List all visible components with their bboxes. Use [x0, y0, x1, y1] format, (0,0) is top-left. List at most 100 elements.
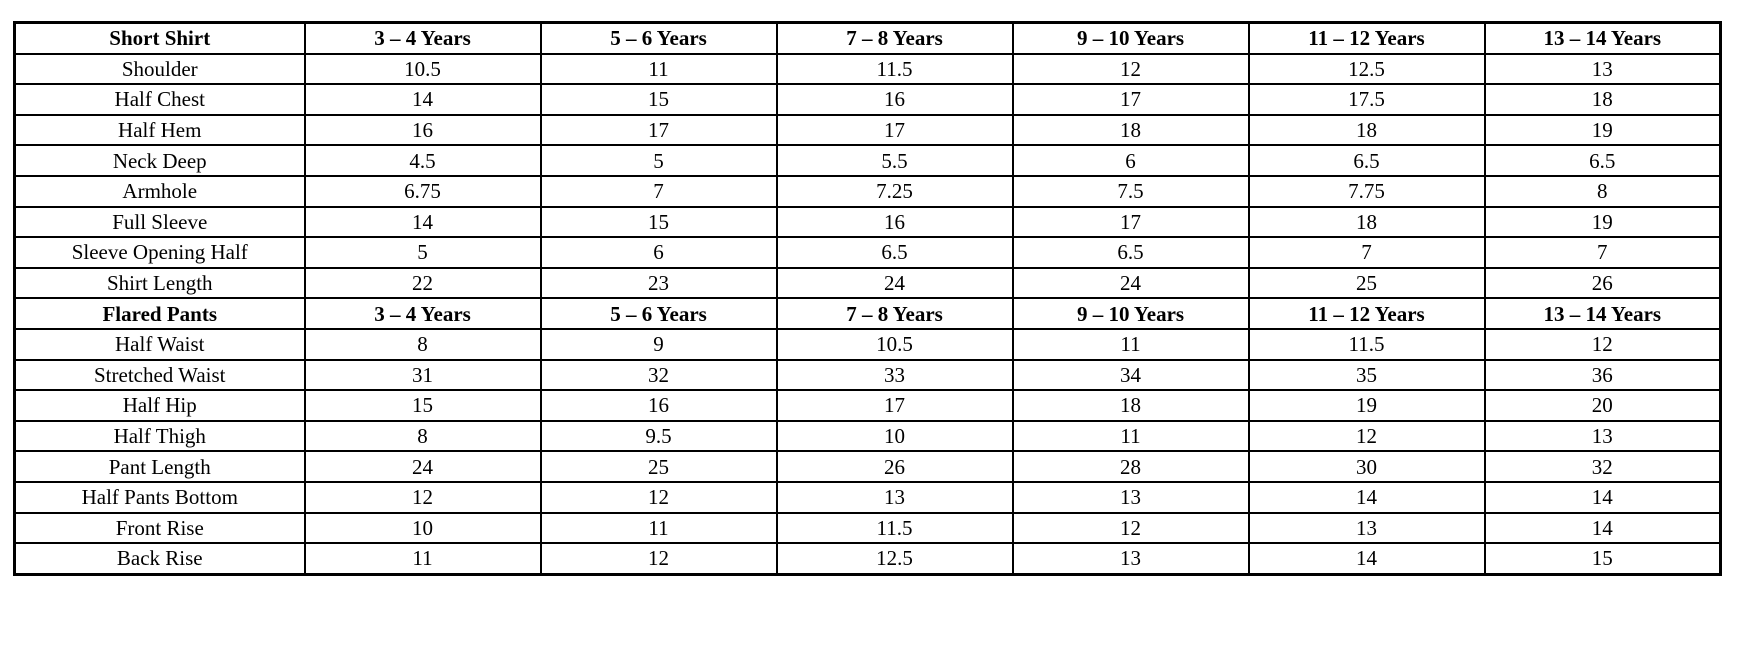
cell: 25: [539, 450, 778, 483]
cell: 34: [1011, 358, 1250, 392]
cell: 6.5: [1247, 144, 1486, 177]
row-label: Pant Length: [13, 450, 306, 483]
row-label: Half Thigh: [13, 419, 306, 453]
cell: 15: [539, 83, 778, 116]
row-label: Armhole: [13, 174, 306, 208]
cell: 16: [775, 83, 1014, 116]
cell: 11: [303, 542, 542, 576]
cell: 11.5: [775, 52, 1014, 86]
cell: 14: [1247, 542, 1486, 576]
column-header-13-14-years: 13 – 14 Years: [1483, 21, 1722, 55]
cell: 17: [775, 113, 1014, 147]
table-row-stretched-waist: Stretched Waist 31 32 33 34 35 36: [13, 358, 1722, 392]
cell: 6.75: [303, 174, 542, 208]
cell: 10.5: [303, 52, 542, 86]
column-header-5-6-years: 5 – 6 Years: [539, 21, 778, 55]
cell: 14: [1247, 480, 1486, 514]
cell: 12: [1483, 327, 1722, 361]
cell: 17.5: [1247, 83, 1486, 116]
cell: 4.5: [303, 144, 542, 177]
cell: 17: [775, 389, 1014, 422]
cell: 6.5: [1011, 236, 1250, 269]
cell: 33: [775, 358, 1014, 392]
table-row-half-waist: Half Waist 8 9 10.5 11 11.5 12: [13, 327, 1722, 361]
flared-pants-section: Flared Pants 3 – 4 Years 5 – 6 Years 7 –…: [13, 297, 1722, 576]
table-row-half-hip: Half Hip 15 16 17 18 19 20: [13, 389, 1722, 422]
cell: 19: [1247, 389, 1486, 422]
row-label: Half Hem: [13, 113, 306, 147]
cell: 6: [539, 236, 778, 269]
cell: 14: [1483, 511, 1722, 545]
cell: 12: [1011, 511, 1250, 545]
cell: 11: [539, 511, 778, 545]
cell: 24: [303, 450, 542, 483]
table-row-half-hem: Half Hem 16 17 17 18 18 19: [13, 113, 1722, 147]
cell: 13: [1483, 419, 1722, 453]
cell: 14: [1483, 480, 1722, 514]
cell: 12: [539, 542, 778, 576]
cell: 5.5: [775, 144, 1014, 177]
cell: 25: [1247, 266, 1486, 300]
cell: 19: [1483, 113, 1722, 147]
cell: 16: [303, 113, 542, 147]
cell: 9.5: [539, 419, 778, 453]
cell: 13: [1011, 542, 1250, 576]
cell: 18: [1247, 113, 1486, 147]
column-header-7-8-years: 7 – 8 Years: [775, 21, 1014, 55]
cell: 14: [303, 205, 542, 239]
row-label: Half Hip: [13, 389, 306, 422]
cell: 15: [1483, 542, 1722, 576]
row-label: Front Rise: [13, 511, 306, 545]
short-shirt-section: Short Shirt 3 – 4 Years 5 – 6 Years 7 – …: [13, 21, 1722, 300]
row-label: Neck Deep: [13, 144, 306, 177]
row-label: Sleeve Opening Half: [13, 236, 306, 269]
cell: 11: [539, 52, 778, 86]
flared-pants-header-row: Flared Pants 3 – 4 Years 5 – 6 Years 7 –…: [13, 297, 1722, 330]
cell: 5: [539, 144, 778, 177]
cell: 36: [1483, 358, 1722, 392]
column-header-11-12-years: 11 – 12 Years: [1247, 297, 1486, 330]
cell: 5: [303, 236, 542, 269]
cell: 18: [1011, 389, 1250, 422]
cell: 18: [1483, 83, 1722, 116]
cell: 10.5: [775, 327, 1014, 361]
column-header-13-14-years: 13 – 14 Years: [1483, 297, 1722, 330]
cell: 10: [775, 419, 1014, 453]
cell: 12: [539, 480, 778, 514]
cell: 7.75: [1247, 174, 1486, 208]
table-row-front-rise: Front Rise 10 11 11.5 12 13 14: [13, 511, 1722, 545]
row-label: Half Chest: [13, 83, 306, 116]
cell: 28: [1011, 450, 1250, 483]
row-label: Shirt Length: [13, 266, 306, 300]
cell: 12: [303, 480, 542, 514]
cell: 17: [1011, 83, 1250, 116]
row-label: Stretched Waist: [13, 358, 306, 392]
section-title-flared-pants: Flared Pants: [13, 297, 306, 330]
cell: 35: [1247, 358, 1486, 392]
table-row-full-sleeve: Full Sleeve 14 15 16 17 18 19: [13, 205, 1722, 239]
table-row-armhole: Armhole 6.75 7 7.25 7.5 7.75 8: [13, 174, 1722, 208]
column-header-5-6-years: 5 – 6 Years: [539, 297, 778, 330]
section-title-short-shirt: Short Shirt: [13, 21, 306, 55]
column-header-9-10-years: 9 – 10 Years: [1011, 21, 1250, 55]
row-label: Full Sleeve: [13, 205, 306, 239]
table-row-shirt-length: Shirt Length 22 23 24 24 25 26: [13, 266, 1722, 300]
row-label: Back Rise: [13, 542, 306, 576]
cell: 26: [1483, 266, 1722, 300]
cell: 6: [1011, 144, 1250, 177]
cell: 12: [1011, 52, 1250, 86]
column-header-3-4-years: 3 – 4 Years: [303, 21, 542, 55]
table-row-shoulder: Shoulder 10.5 11 11.5 12 12.5 13: [13, 52, 1722, 86]
cell: 8: [1483, 174, 1722, 208]
cell: 12.5: [1247, 52, 1486, 86]
cell: 7: [1483, 236, 1722, 269]
cell: 14: [303, 83, 542, 116]
cell: 13: [775, 480, 1014, 514]
cell: 7.25: [775, 174, 1014, 208]
cell: 30: [1247, 450, 1486, 483]
cell: 17: [1011, 205, 1250, 239]
short-shirt-header-row: Short Shirt 3 – 4 Years 5 – 6 Years 7 – …: [13, 21, 1722, 55]
cell: 13: [1247, 511, 1486, 545]
cell: 15: [539, 205, 778, 239]
